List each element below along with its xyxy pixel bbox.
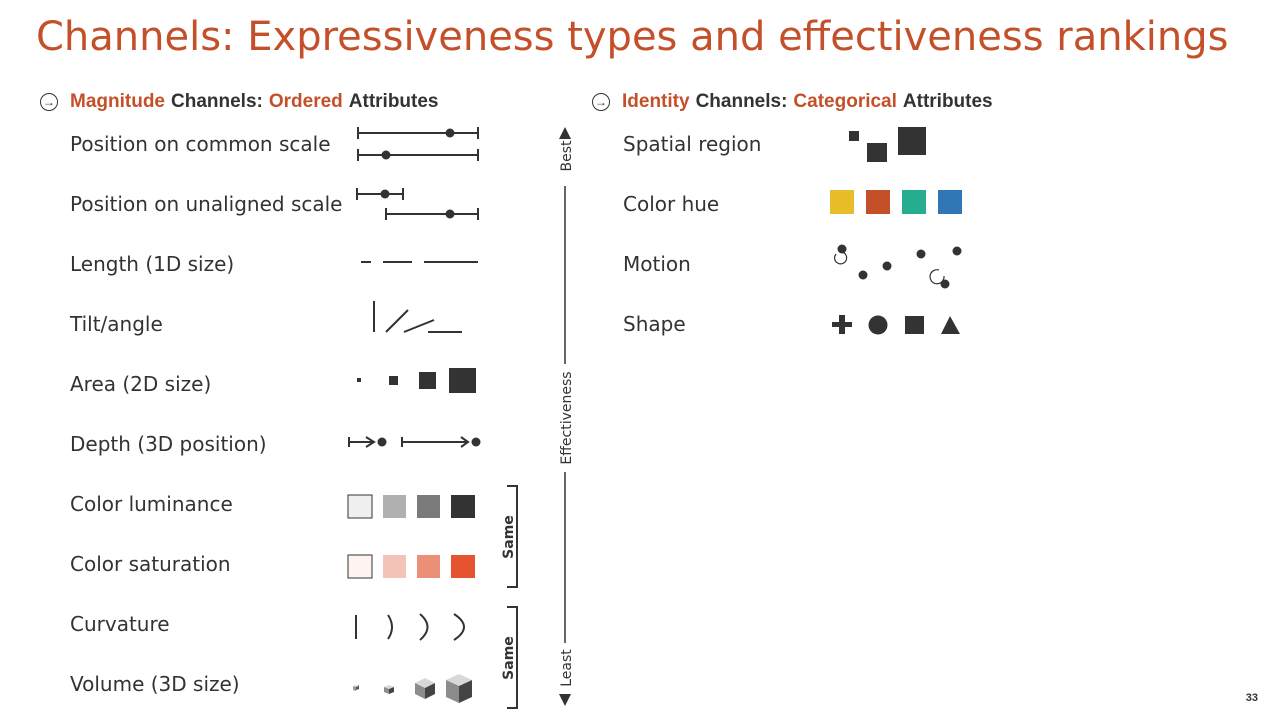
arrow-right-icon: → <box>40 93 58 111</box>
page-number: 33 <box>1245 692 1258 704</box>
row-label-shape: Shape <box>623 312 686 336</box>
least-arrow-icon <box>559 694 571 706</box>
best-label: Best <box>559 140 575 172</box>
attributes-word: Attributes <box>902 91 993 112</box>
row-label-volume: Volume (3D size) <box>70 672 240 696</box>
glyph-position-common <box>357 127 479 161</box>
row-label-length: Length (1D size) <box>70 252 235 276</box>
glyph-saturation <box>347 554 475 579</box>
glyph-shape <box>832 315 960 335</box>
row-label-area: Area (2D size) <box>70 372 212 396</box>
row-label-position-common: Position on common scale <box>70 132 331 156</box>
channels-word: Channels: <box>171 91 263 112</box>
magnitude-header: → Magnitude Channels: Ordered Attributes <box>40 90 439 114</box>
identity-word: Identity <box>622 91 690 112</box>
glyph-depth <box>348 436 481 448</box>
row-label-curvature: Curvature <box>70 612 170 636</box>
cube-m <box>415 678 435 699</box>
magnitude-word: Magnitude <box>70 91 165 112</box>
glyph-volume <box>353 674 472 703</box>
row-label-spatial-region: Spatial region <box>623 132 762 156</box>
row-label-tilt: Tilt/angle <box>70 312 163 336</box>
same-bracket-1 <box>507 485 518 588</box>
glyph-tilt <box>373 301 462 333</box>
cube-s <box>384 685 394 694</box>
best-arrow-icon <box>559 127 571 139</box>
cube-xs <box>353 685 359 691</box>
row-label-depth: Depth (3D position) <box>70 432 267 456</box>
attributes-word: Attributes <box>348 91 439 112</box>
arrow-right-icon: → <box>592 93 610 111</box>
glyph-luminance <box>347 494 475 519</box>
ordered-word: Ordered <box>268 91 343 112</box>
channels-word: Channels: <box>695 91 788 112</box>
glyph-color-hue <box>830 190 962 214</box>
row-label-saturation: Color saturation <box>70 552 231 576</box>
glyph-spatial-region <box>849 127 926 162</box>
row-label-luminance: Color luminance <box>70 492 233 516</box>
identity-header: → Identity Channels: Categorical Attribu… <box>592 90 993 114</box>
glyph-position-unaligned <box>356 188 479 220</box>
row-label-color-hue: Color hue <box>623 192 720 216</box>
glyph-area <box>357 368 476 393</box>
same-label-2: Same <box>501 636 517 680</box>
cube-l <box>446 674 472 703</box>
same-bracket-2 <box>507 606 518 709</box>
least-label: Least <box>559 649 575 687</box>
row-label-motion: Motion <box>623 252 691 276</box>
categorical-word: Categorical <box>793 91 897 112</box>
same-label-1: Same <box>501 515 517 559</box>
glyph-motion <box>834 244 962 289</box>
effectiveness-scale <box>559 127 571 706</box>
row-label-position-unaligned: Position on unaligned scale <box>70 192 343 216</box>
page-title: Channels: Expressiveness types and effec… <box>36 14 1229 60</box>
glyph-curvature <box>355 613 465 641</box>
effectiveness-label: Effectiveness <box>559 371 575 464</box>
